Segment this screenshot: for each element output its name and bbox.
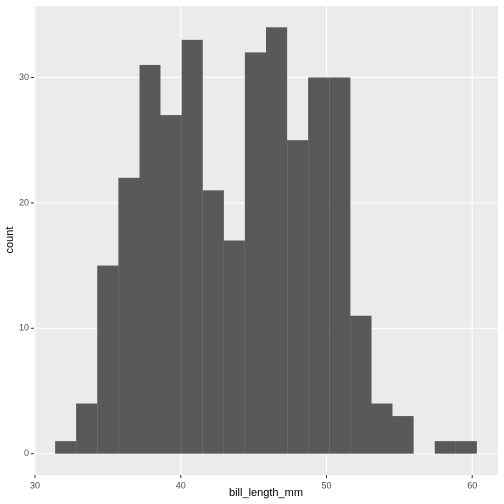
y-tick-label: 20 <box>19 197 29 207</box>
y-tick-label: 10 <box>19 323 29 333</box>
bar <box>118 177 140 454</box>
bar <box>308 77 330 454</box>
x-tick-label: 60 <box>467 480 477 490</box>
bar <box>392 416 414 454</box>
bar <box>434 441 456 454</box>
bar <box>329 77 351 454</box>
x-tick-label: 50 <box>321 480 331 490</box>
y-tick-label: 30 <box>19 72 29 82</box>
bar <box>55 441 77 454</box>
bar <box>181 39 203 454</box>
bar <box>139 64 161 454</box>
bar <box>76 403 98 454</box>
bar <box>266 27 288 454</box>
bar <box>97 265 119 454</box>
y-tick-label: 0 <box>24 448 29 458</box>
x-axis-title: bill_length_mm <box>229 487 303 499</box>
bar <box>287 140 309 454</box>
y-axis-title: count <box>4 227 16 254</box>
bar <box>202 190 224 454</box>
bar <box>371 403 393 454</box>
bar <box>160 115 182 454</box>
bar <box>455 441 477 454</box>
x-tick-label: 40 <box>176 480 186 490</box>
bar <box>223 240 245 454</box>
bar <box>244 52 266 454</box>
x-tick-label: 30 <box>30 480 40 490</box>
bar <box>350 315 372 454</box>
